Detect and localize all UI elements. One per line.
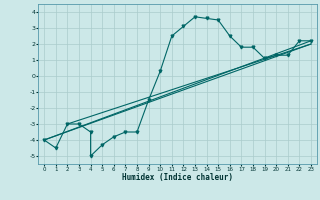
X-axis label: Humidex (Indice chaleur): Humidex (Indice chaleur) — [122, 173, 233, 182]
